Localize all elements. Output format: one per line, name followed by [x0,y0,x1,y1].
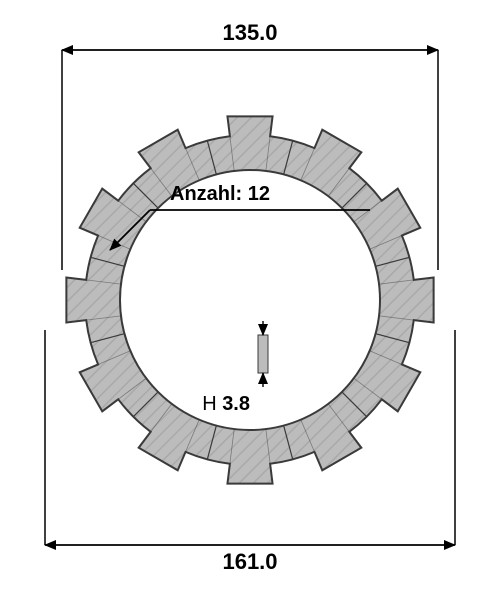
technical-drawing: 135.0 161.0 Anzahl: 12 H 3.8 [0,0,500,600]
outer-diameter-label: 161.0 [222,549,277,575]
inner-diameter-label: 135.0 [222,20,277,46]
clutch-disc-body [66,116,433,483]
drawing-svg [0,0,500,600]
tooth-count-label: Anzahl: 12 [170,183,270,206]
height-h-label: H 3.8 [202,393,250,416]
height-bar [258,335,268,373]
